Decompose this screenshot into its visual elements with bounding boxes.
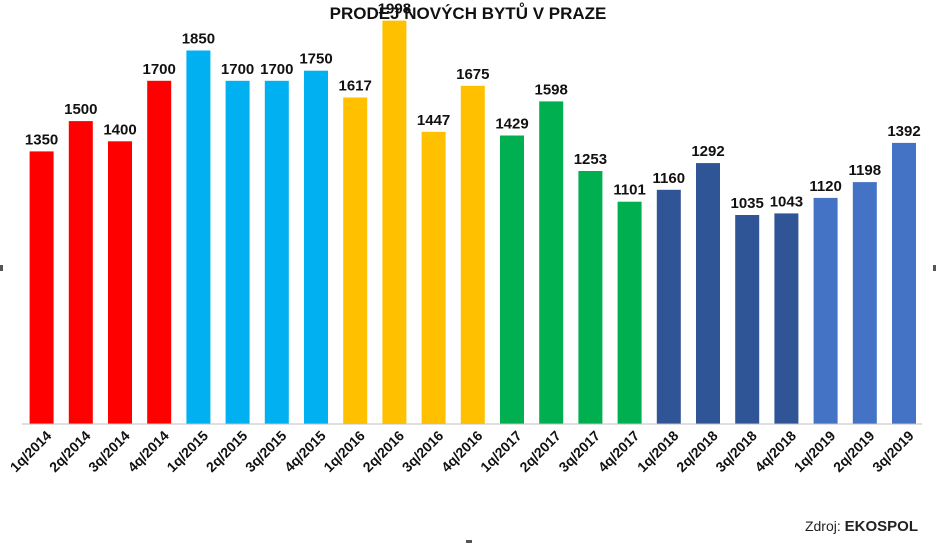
x-tick-label-3q/2014: 3q/2014: [85, 427, 133, 475]
bar-3q/2015: [264, 80, 289, 425]
value-label-2q/2017: 1598: [535, 81, 568, 98]
value-label-1q/2015: 1850: [182, 31, 215, 48]
value-label-1q/2014: 1350: [25, 131, 58, 148]
x-tick-labels-group: 1q/20142q/20143q/20144q/20141q/20152q/20…: [7, 427, 917, 475]
value-labels-group: 1350 1500 1400 1700 1850 1700 1700 1750 1617 1998…: [25, 1, 921, 212]
x-tick-label-3q/2018: 3q/2018: [712, 427, 760, 475]
x-tick-label-1q/2017: 1q/2017: [477, 427, 525, 475]
x-tick-label-4q/2014: 4q/2014: [124, 427, 172, 475]
bar-2q/2018: [696, 163, 720, 424]
x-tick-label-2q/2015: 2q/2015: [203, 427, 251, 475]
x-tick-label-1q/2019: 1q/2019: [791, 427, 839, 475]
value-label-3q/2016: 1447: [417, 112, 450, 129]
bar-2q/2015: [225, 80, 250, 425]
value-label-2q/2018: 1292: [691, 143, 724, 160]
value-label-1q/2016: 1617: [339, 78, 372, 95]
x-tick-label-1q/2018: 1q/2018: [634, 427, 682, 475]
bar-3q/2019: [892, 142, 916, 424]
value-label-4q/2016: 1675: [456, 66, 489, 83]
bar-2q/2017: [539, 101, 564, 425]
bottom-edge-mark: [466, 540, 472, 543]
value-label-3q/2017: 1253: [574, 151, 607, 168]
x-tick-label-2q/2017: 2q/2017: [516, 427, 564, 475]
value-label-2q/2016: 1998: [378, 1, 411, 18]
x-tick-label-3q/2016: 3q/2016: [399, 427, 447, 475]
value-label-4q/2014: 1700: [143, 61, 176, 78]
x-tick-label-3q/2019: 3q/2019: [869, 427, 917, 475]
value-label-4q/2017: 1101: [613, 182, 646, 199]
value-label-2q/2015: 1700: [221, 61, 254, 78]
bars-group: [29, 20, 916, 425]
bar-1q/2014: [29, 151, 54, 424]
x-tick-label-2q/2019: 2q/2019: [830, 427, 878, 475]
x-tick-label-2q/2018: 2q/2018: [673, 427, 721, 475]
bar-4q/2017: [617, 201, 642, 424]
x-tick-label-4q/2017: 4q/2017: [595, 427, 643, 475]
x-tick-label-1q/2015: 1q/2015: [163, 427, 211, 475]
bar-1q/2019: [813, 197, 838, 424]
x-tick-label-1q/2014: 1q/2014: [7, 427, 55, 475]
x-tick-label-2q/2014: 2q/2014: [46, 427, 94, 475]
value-label-4q/2015: 1750: [299, 51, 332, 68]
bar-2q/2016: [382, 20, 407, 424]
source-brand: EKOSPOL: [844, 518, 918, 535]
bar-3q/2016: [421, 131, 446, 425]
x-tick-label-4q/2015: 4q/2015: [281, 427, 329, 475]
bar-4q/2014: [147, 80, 172, 425]
bar-2q/2014: [68, 121, 93, 424]
value-label-3q/2019: 1392: [887, 123, 920, 140]
bar-3q/2017: [578, 171, 603, 424]
source-note: Zdroj: EKOSPOL: [805, 518, 918, 535]
right-edge-mark: [933, 265, 936, 271]
bar-3q/2014: [108, 141, 132, 425]
x-tick-label-1q/2016: 1q/2016: [320, 427, 368, 475]
left-edge-mark: [0, 265, 3, 271]
value-label-3q/2014: 1400: [103, 121, 136, 138]
bar-1q/2016: [343, 97, 368, 424]
chart-title: PRODEJ NOVÝCH BYTŮ V PRAZE: [329, 4, 607, 23]
x-tick-label-4q/2018: 4q/2018: [751, 427, 799, 475]
bar-4q/2015: [304, 70, 328, 424]
bar-1q/2018: [656, 189, 681, 424]
bar-4q/2018: [774, 213, 799, 424]
value-label-3q/2018: 1035: [731, 195, 764, 212]
value-label-4q/2018: 1043: [770, 193, 803, 210]
x-tick-label-2q/2016: 2q/2016: [359, 427, 407, 475]
x-tick-label-3q/2015: 3q/2015: [242, 427, 290, 475]
value-label-3q/2015: 1700: [260, 61, 293, 78]
value-label-2q/2019: 1198: [849, 162, 882, 179]
value-label-1q/2017: 1429: [495, 116, 528, 133]
bar-1q/2015: [186, 50, 211, 424]
bar-4q/2016: [460, 85, 485, 425]
bar-3q/2018: [735, 215, 760, 424]
bar-2q/2019: [852, 182, 877, 424]
value-label-1q/2018: 1160: [653, 170, 686, 187]
bar-1q/2017: [500, 135, 524, 424]
value-label-1q/2019: 1120: [809, 178, 842, 195]
value-label-2q/2014: 1500: [64, 101, 97, 118]
x-tick-label-4q/2016: 4q/2016: [438, 427, 486, 475]
source-prefix: Zdroj:: [804, 518, 841, 534]
x-tick-label-3q/2017: 3q/2017: [555, 427, 603, 475]
